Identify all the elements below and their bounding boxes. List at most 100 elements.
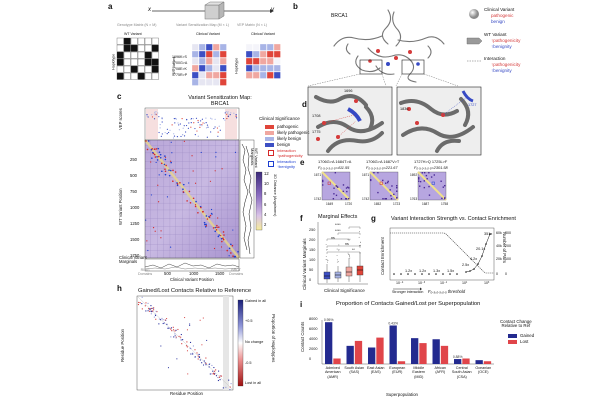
contact-change-cell	[178, 335, 180, 337]
box	[345, 266, 353, 277]
i-legend-gained: Gained	[508, 333, 534, 338]
swatch	[265, 130, 274, 135]
legend-ribbon-icon	[466, 37, 483, 45]
box	[323, 271, 331, 280]
contact-cell	[396, 197, 398, 199]
bar-lost	[397, 361, 406, 364]
legend-interaction-icon	[467, 60, 482, 62]
interaction-point	[151, 157, 153, 159]
interaction-point	[152, 227, 155, 229]
matrix2-title: Variant Sensitization Map (M × L)	[176, 23, 229, 27]
g-anno: 351x	[484, 232, 493, 236]
contact-cell	[444, 197, 446, 199]
y-tick: 4000	[309, 337, 318, 341]
f-x-label: Clinical Significance	[324, 288, 365, 293]
contact-change-cell	[215, 369, 217, 371]
contact-change-cell	[172, 326, 174, 328]
interaction-point	[232, 255, 234, 257]
genotype-cell	[123, 58, 131, 66]
contact-cell	[335, 194, 338, 197]
vep-point	[173, 135, 176, 137]
vep-point	[178, 124, 180, 126]
contact-change-cell	[184, 317, 186, 319]
interaction-point	[223, 234, 225, 236]
outlier-point	[327, 261, 328, 263]
legend-text: likely benign	[277, 136, 302, 141]
row-label: 1700G>A	[172, 61, 188, 65]
vep-point	[185, 124, 188, 127]
contact-change-cell	[208, 366, 210, 368]
contact-change-cell	[213, 366, 215, 369]
contact-change-cell	[190, 353, 192, 355]
contact-cell	[377, 191, 379, 194]
y-tick: 1500	[130, 237, 140, 242]
contact-change-cell	[205, 362, 207, 364]
genotype-cell	[130, 37, 138, 45]
bar-lost	[462, 358, 470, 364]
contact-change-cell	[145, 302, 147, 304]
vep-point	[174, 122, 176, 124]
e-pair-1: 1706G>A 1687V>T	[366, 159, 400, 164]
sensitization-cell	[198, 71, 206, 79]
interaction-point	[217, 217, 219, 219]
sensitization-cell	[198, 57, 206, 65]
enrichment-point	[393, 273, 395, 275]
contact-cell	[370, 179, 372, 181]
interaction-point	[226, 249, 229, 252]
sensitization-cell	[205, 78, 213, 86]
vep-cell	[273, 43, 281, 51]
vep-point	[196, 130, 198, 132]
interaction-point	[159, 153, 162, 156]
interaction-point	[172, 180, 174, 183]
interaction-point	[153, 148, 156, 151]
interaction-point	[150, 194, 153, 196]
interaction-point	[158, 174, 160, 176]
legend-text: Interaction ↑benignity	[277, 159, 296, 169]
y-tick: 200	[505, 244, 511, 248]
vep-point	[227, 115, 230, 118]
vep-point	[187, 127, 190, 129]
sensitization-cell	[191, 78, 199, 86]
contact-change-cell	[194, 356, 196, 358]
enrichment-point	[414, 273, 416, 275]
contact-change-cell	[220, 375, 223, 377]
contact-change-cell	[194, 356, 196, 358]
outlier-point	[359, 245, 361, 246]
contact-cell	[333, 193, 335, 195]
genotype-cell	[137, 65, 145, 73]
genotype-cell	[144, 65, 152, 73]
vep-point	[175, 117, 177, 120]
c-legend-interaction-path: Interaction ↑pathogenicity	[268, 148, 303, 158]
contact-change-cell	[192, 352, 194, 354]
legend-wt-variant: WT Variant	[484, 32, 507, 37]
interaction-point	[188, 182, 190, 184]
significance-bracket	[337, 232, 361, 235]
vep-point	[207, 126, 209, 128]
vep-point	[226, 113, 228, 115]
contact-map-diagonal	[369, 171, 399, 201]
interaction-point	[165, 164, 167, 167]
interaction-point	[209, 180, 212, 182]
interaction-point	[146, 148, 149, 151]
contact-change-cell	[151, 310, 153, 312]
y-tick: 0	[309, 278, 312, 282]
contact-change-cell	[164, 319, 166, 321]
contact-change-cell	[137, 303, 140, 306]
genotype-cell	[144, 44, 152, 52]
bar-lost	[440, 345, 449, 364]
interaction-point	[192, 170, 194, 172]
legend-interaction: Interaction	[484, 56, 506, 61]
genotype-cell	[123, 51, 131, 59]
x-tick: 10³	[484, 281, 490, 285]
contact-change-cell	[202, 317, 204, 319]
contact-change-cell	[173, 329, 175, 331]
e-x-0a: 1649	[326, 202, 334, 206]
swatch	[268, 161, 274, 167]
cbar-tick: 10	[264, 181, 269, 186]
interaction-point	[212, 227, 215, 229]
panel-label-i: i	[300, 300, 303, 309]
contact-change-cell	[148, 310, 151, 312]
contact-change-cell	[138, 301, 140, 304]
sensitization-cell	[191, 50, 199, 58]
bar-gained	[325, 322, 333, 364]
